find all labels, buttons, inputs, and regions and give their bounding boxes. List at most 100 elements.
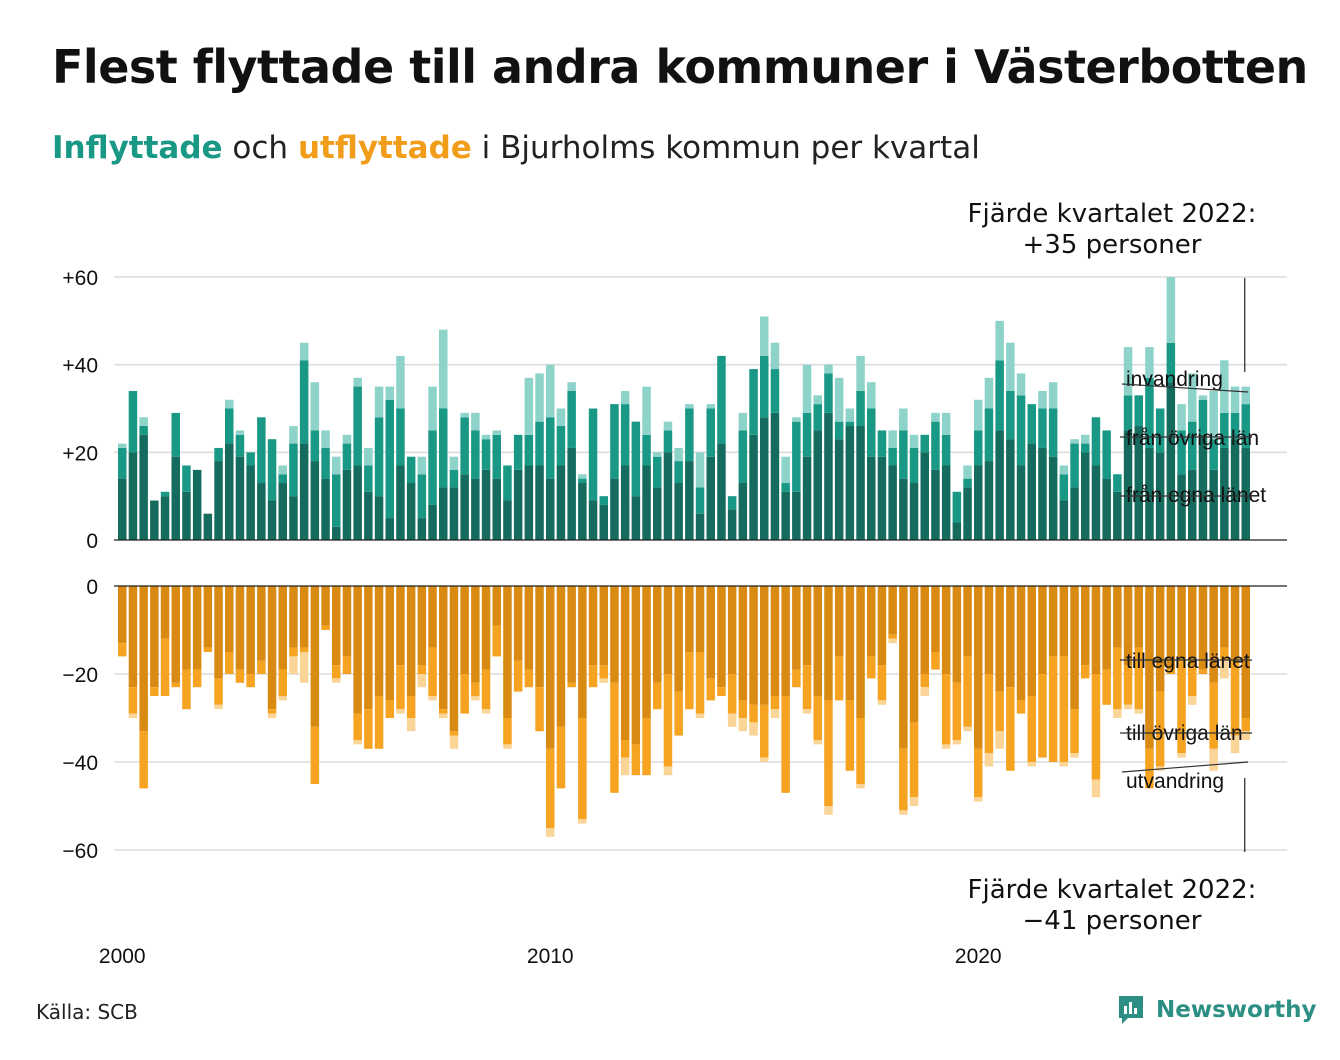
outflow-bar-emigration [620, 757, 630, 776]
outflow-bar-other-counties [556, 726, 566, 789]
inflow-bar-other-counties [524, 434, 534, 466]
outflow-bar-own-county [995, 586, 1004, 692]
outflow-bar-own-county [1241, 586, 1250, 718]
outflow-bar-own-county [1113, 586, 1122, 648]
outflow-bar-own-county [792, 586, 801, 670]
inflow-bar-immigration [225, 399, 234, 409]
outflow-bar-own-county [674, 586, 683, 692]
outflow-bar-emigration [267, 713, 277, 718]
outflow-bar-other-counties [1220, 647, 1229, 661]
inflow-bar-immigration [299, 342, 309, 361]
outflow-y-tick-label: −60 [62, 840, 98, 863]
inflow-bar-other-counties [342, 443, 352, 470]
inflow-bar-own-county [1048, 456, 1058, 540]
outflow-bar-other-counties [727, 674, 737, 714]
outflow-bar-other-counties [674, 691, 683, 736]
outflow-bar-own-county [321, 586, 330, 626]
outflow-bar-own-county [535, 586, 544, 688]
inflow-bar-other-counties [963, 478, 972, 488]
outflow-bar-emigration [941, 744, 951, 749]
outflow-bar-other-counties [492, 625, 501, 657]
outflow-bar-other-counties [128, 687, 138, 714]
inflow-bar-own-county [289, 496, 298, 540]
inflow-bar-own-county [770, 412, 780, 540]
inflow-bar-immigration [781, 456, 790, 484]
inflow-bar-own-county [620, 465, 630, 540]
outflow-bar-emigration [214, 704, 223, 710]
outflow-bar-other-counties [888, 634, 897, 639]
outflow-bar-own-county [171, 586, 180, 683]
inflow-bar-other-counties [749, 369, 758, 435]
inflow-bar-other-counties [888, 447, 897, 466]
outflow-bar-own-county [342, 586, 352, 657]
outflow-bar-other-counties [1230, 660, 1240, 736]
outflow-bar-own-county [1006, 586, 1015, 688]
inflow-bar-own-county [417, 518, 427, 540]
inflow-bar-immigration [310, 382, 320, 431]
outflow-bar-other-counties [1081, 665, 1090, 679]
inflow-bar-immigration [289, 426, 298, 444]
inflow-bar-other-counties [535, 421, 544, 466]
inflow-bar-own-county [406, 483, 416, 540]
outflow-bar-own-county [396, 586, 405, 666]
outflow-bar-own-county [781, 586, 790, 696]
inflow-bar-other-counties [792, 421, 801, 492]
inflow-bar-other-counties [492, 434, 501, 479]
outflow-bar-emigration [546, 828, 555, 837]
outflow-bar-other-counties [567, 682, 576, 688]
outflow-bar-own-county [824, 586, 833, 701]
inflow-bar-other-counties [578, 478, 587, 484]
inflow-bar-other-counties [1145, 377, 1154, 448]
outflow-bar-own-county [909, 586, 919, 723]
inflow-bar-own-county [899, 478, 908, 540]
outflow-bar-other-counties [353, 713, 362, 740]
outflow-bar-own-county [492, 586, 501, 626]
newsworthy-logo[interactable]: Newsworthy [1116, 993, 1317, 1027]
outflow-bar-other-counties [524, 669, 534, 688]
inflow-bar-other-counties [663, 430, 673, 453]
outflow-bar-own-county [706, 586, 715, 679]
inflow-bar-own-county [1230, 439, 1240, 540]
outflow-annotation-value: −41 personer [1023, 906, 1202, 936]
inflow-bar-own-county [1220, 447, 1229, 540]
outflow-bar-own-county [1016, 586, 1026, 701]
outflow-bar-other-counties [1113, 647, 1122, 710]
inflow-bar-other-counties [1166, 342, 1176, 383]
inflow-series-label: från övriga län [1126, 427, 1259, 450]
inflow-bar-other-counties [332, 474, 341, 527]
inflow-bar-own-county [1113, 491, 1122, 540]
inflow-bar-own-county [931, 469, 940, 540]
outflow-bar-other-counties [439, 709, 448, 714]
outflow-bar-own-county [695, 586, 705, 652]
inflow-bar-immigration [984, 377, 994, 409]
inflow-bar-other-counties [182, 465, 191, 492]
outflow-bar-other-counties [877, 665, 887, 701]
inflow-bar-own-county [802, 456, 812, 540]
inflow-bar-immigration [738, 412, 748, 431]
inflow-bar-other-counties [995, 360, 1004, 431]
outflow-bar-own-county [899, 586, 908, 749]
outflow-bar-emigration [695, 713, 705, 718]
outflow-bar-own-county [235, 586, 245, 670]
inflow-bar-own-county [867, 456, 876, 540]
subtitle-inflow-word: Inflyttade [52, 130, 223, 166]
inflow-bar-immigration [845, 408, 855, 422]
outflow-bar-other-counties [428, 647, 437, 696]
inflow-bar-own-county [653, 487, 662, 540]
inflow-bar-immigration [663, 421, 673, 431]
inflow-bar-other-counties [278, 474, 287, 484]
inflow-bar-immigration [492, 430, 501, 435]
inflow-bar-immigration [1188, 373, 1197, 422]
inflow-bar-own-county [513, 469, 523, 540]
outflow-bar-own-county [877, 586, 887, 666]
outflow-bar-other-counties [695, 652, 705, 714]
inflow-bar-other-counties [920, 434, 929, 453]
inflow-bar-own-county [578, 483, 587, 540]
inflow-bar-other-counties [1177, 430, 1186, 475]
outflow-bar-own-county [770, 586, 780, 696]
outflow-bar-own-county [449, 586, 459, 732]
outflow-bar-own-county [310, 586, 320, 727]
inflow-bar-other-counties [417, 474, 427, 519]
outflow-bar-emigration [439, 713, 448, 718]
inflow-bar-own-county [546, 478, 555, 540]
